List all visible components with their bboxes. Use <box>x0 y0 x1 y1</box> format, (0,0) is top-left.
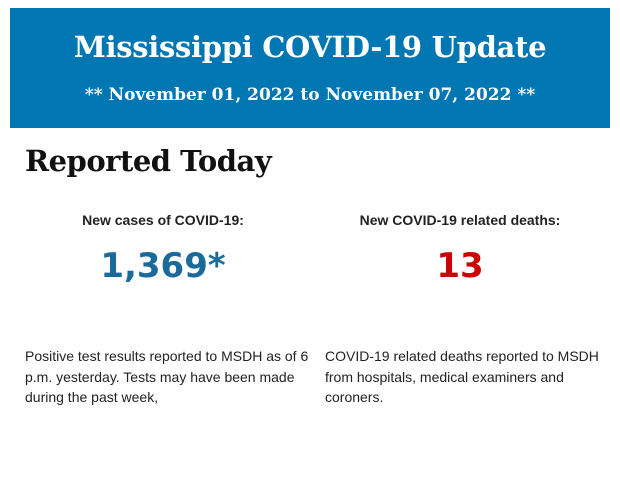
deaths-description: COVID-19 related deaths reported to MSDH… <box>325 348 599 405</box>
date-range: ** November 01, 2022 to November 07, 202… <box>84 85 536 105</box>
new-cases-panel: New cases of COVID-19: 1,369* <box>13 212 313 286</box>
new-deaths-label: New COVID-19 related deaths: <box>359 212 561 228</box>
new-deaths-panel: New COVID-19 related deaths: 13 <box>310 212 610 286</box>
cases-description: Positive test results reported to MSDH a… <box>25 348 309 405</box>
new-cases-value: 1,369* <box>100 246 226 286</box>
section-title: Reported Today <box>25 144 272 178</box>
header-banner: Mississippi COVID-19 Update ** November … <box>10 8 610 128</box>
new-cases-label: New cases of COVID-19: <box>82 212 244 228</box>
page-title: Mississippi COVID-19 Update <box>73 30 547 64</box>
new-deaths-value: 13 <box>436 246 484 286</box>
